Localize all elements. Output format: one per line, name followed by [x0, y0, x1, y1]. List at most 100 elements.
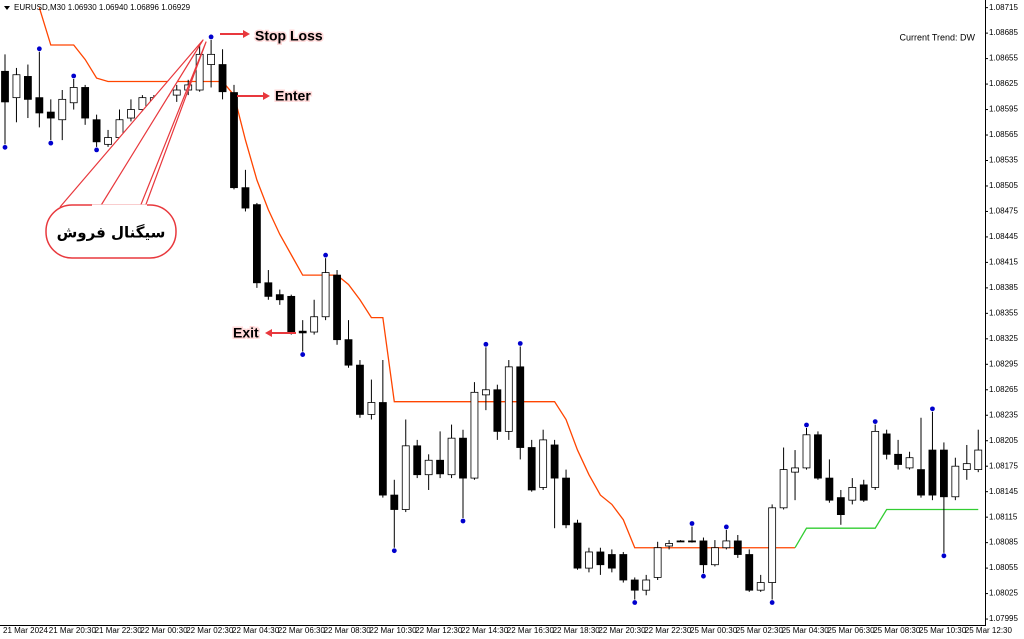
candle-body: [230, 92, 238, 189]
fractal-dot: [632, 600, 638, 605]
y-tick-label: 1.08715: [989, 3, 1018, 12]
y-tick-label: 1.08115: [989, 512, 1018, 521]
fractal-dot: [300, 352, 306, 357]
candle-body: [768, 507, 777, 583]
fractal-dot: [71, 73, 77, 79]
fractal-dot: [36, 46, 42, 52]
exit-callout: Exit: [232, 323, 296, 342]
y-tick-label: 1.08595: [989, 105, 1018, 114]
y-tick-label: 1.07995: [989, 614, 1018, 623]
fractal-dot: [517, 341, 523, 346]
candle-body: [413, 445, 422, 476]
candle-body: [127, 109, 135, 119]
candle-body: [665, 543, 673, 547]
y-tick-label: 1.08475: [989, 207, 1018, 216]
candle-body: [791, 467, 799, 473]
candle-body: [917, 469, 925, 496]
candle-body: [275, 294, 284, 301]
x-tick-label: 22 Mar 06:30: [278, 626, 326, 635]
candle-body: [46, 111, 55, 119]
y-tick-label: 1.08205: [989, 436, 1018, 445]
y-tick-label: 1.08685: [989, 28, 1018, 37]
y-tick-label: 1.08025: [989, 589, 1018, 598]
menu-triangle[interactable]: [4, 6, 10, 10]
candle-body: [207, 53, 216, 65]
signal-bubble: سیگنال فروش: [45, 39, 207, 259]
candle-body: [436, 459, 445, 475]
trend-label: Current Trend: DW: [899, 32, 975, 42]
candle-body: [35, 97, 44, 114]
candle-body: [871, 430, 880, 488]
candle-body: [814, 434, 822, 479]
y-tick-label: 1.08385: [989, 283, 1018, 292]
candle-body: [104, 137, 112, 145]
candle-body: [848, 487, 857, 501]
candle-body: [470, 391, 479, 479]
candle-body: [711, 547, 719, 566]
candle-body: [1, 70, 9, 103]
candle-body: [252, 204, 261, 284]
arrow-head: [243, 30, 250, 38]
candle-body: [940, 449, 948, 498]
candle-body: [653, 547, 662, 578]
y-tick-label: 1.08535: [989, 156, 1018, 165]
fractal-dot: [723, 524, 729, 530]
candle-body: [459, 437, 467, 479]
y-tick-label: 1.08295: [989, 359, 1018, 368]
candle-body: [321, 272, 330, 318]
x-tick-label: 22 Mar 18:30: [553, 626, 601, 635]
annotation-text: Stop Loss: [255, 28, 323, 44]
candle-body: [779, 469, 788, 509]
candle-body: [287, 295, 296, 333]
candle-body: [836, 497, 845, 516]
candle-body: [92, 119, 101, 143]
y-tick-label: 1.08325: [989, 334, 1018, 343]
x-tick-label: 21 Mar 22:30: [95, 626, 143, 635]
candle-body: [962, 463, 971, 470]
enter-callout: Enter: [237, 86, 313, 105]
candle-body: [539, 439, 548, 488]
x-tick-label: 25 Mar 08:30: [873, 626, 921, 635]
candle-body: [733, 540, 742, 555]
candle-body: [264, 282, 273, 297]
x-tick-label: 25 Mar 10:30: [919, 626, 967, 635]
candle-body: [195, 53, 204, 91]
candle-body: [699, 540, 708, 566]
x-tick-label: 22 Mar 02:30: [186, 626, 234, 635]
candle-body: [481, 389, 490, 396]
y-tick-label: 1.08055: [989, 563, 1018, 572]
fractal-dot: [930, 406, 935, 412]
fractal-dot: [460, 518, 466, 524]
candle-body: [241, 187, 250, 209]
candle-body: [905, 457, 914, 469]
x-tick-label: 25 Mar 06:30: [827, 626, 875, 635]
candle-body: [447, 437, 456, 476]
y-tick-label: 1.08565: [989, 130, 1018, 139]
fractal-dot: [208, 34, 214, 40]
x-tick-label: 25 Mar 04:30: [782, 626, 830, 635]
x-tick-label: 22 Mar 22:30: [644, 626, 692, 635]
x-tick-label: 22 Mar 10:30: [369, 626, 417, 635]
x-tick-label: 22 Mar 14:30: [461, 626, 509, 635]
x-tick-label: 21 Mar 2024: [3, 626, 48, 635]
x-tick-label: 25 Mar 02:30: [736, 626, 784, 635]
fractal-dot: [391, 548, 397, 554]
candle-body: [894, 453, 902, 465]
candle-body: [928, 449, 937, 496]
candle-body: [344, 339, 353, 366]
x-tick-label: 21 Mar 20:30: [49, 626, 97, 635]
x-tick-label: 22 Mar 08:30: [324, 626, 372, 635]
arrow-head: [265, 329, 272, 337]
trend-line: [794, 508, 979, 549]
annotation-text: Exit: [233, 325, 259, 341]
fractal-dot: [689, 521, 695, 526]
x-tick-label: 25 Mar 00:30: [690, 626, 738, 635]
fractal-dot: [2, 144, 8, 150]
candle-body: [298, 330, 307, 334]
candle-body: [951, 465, 960, 498]
y-tick-label: 1.08145: [989, 487, 1018, 496]
fractal-dot: [483, 341, 489, 347]
candle-body: [630, 579, 639, 591]
